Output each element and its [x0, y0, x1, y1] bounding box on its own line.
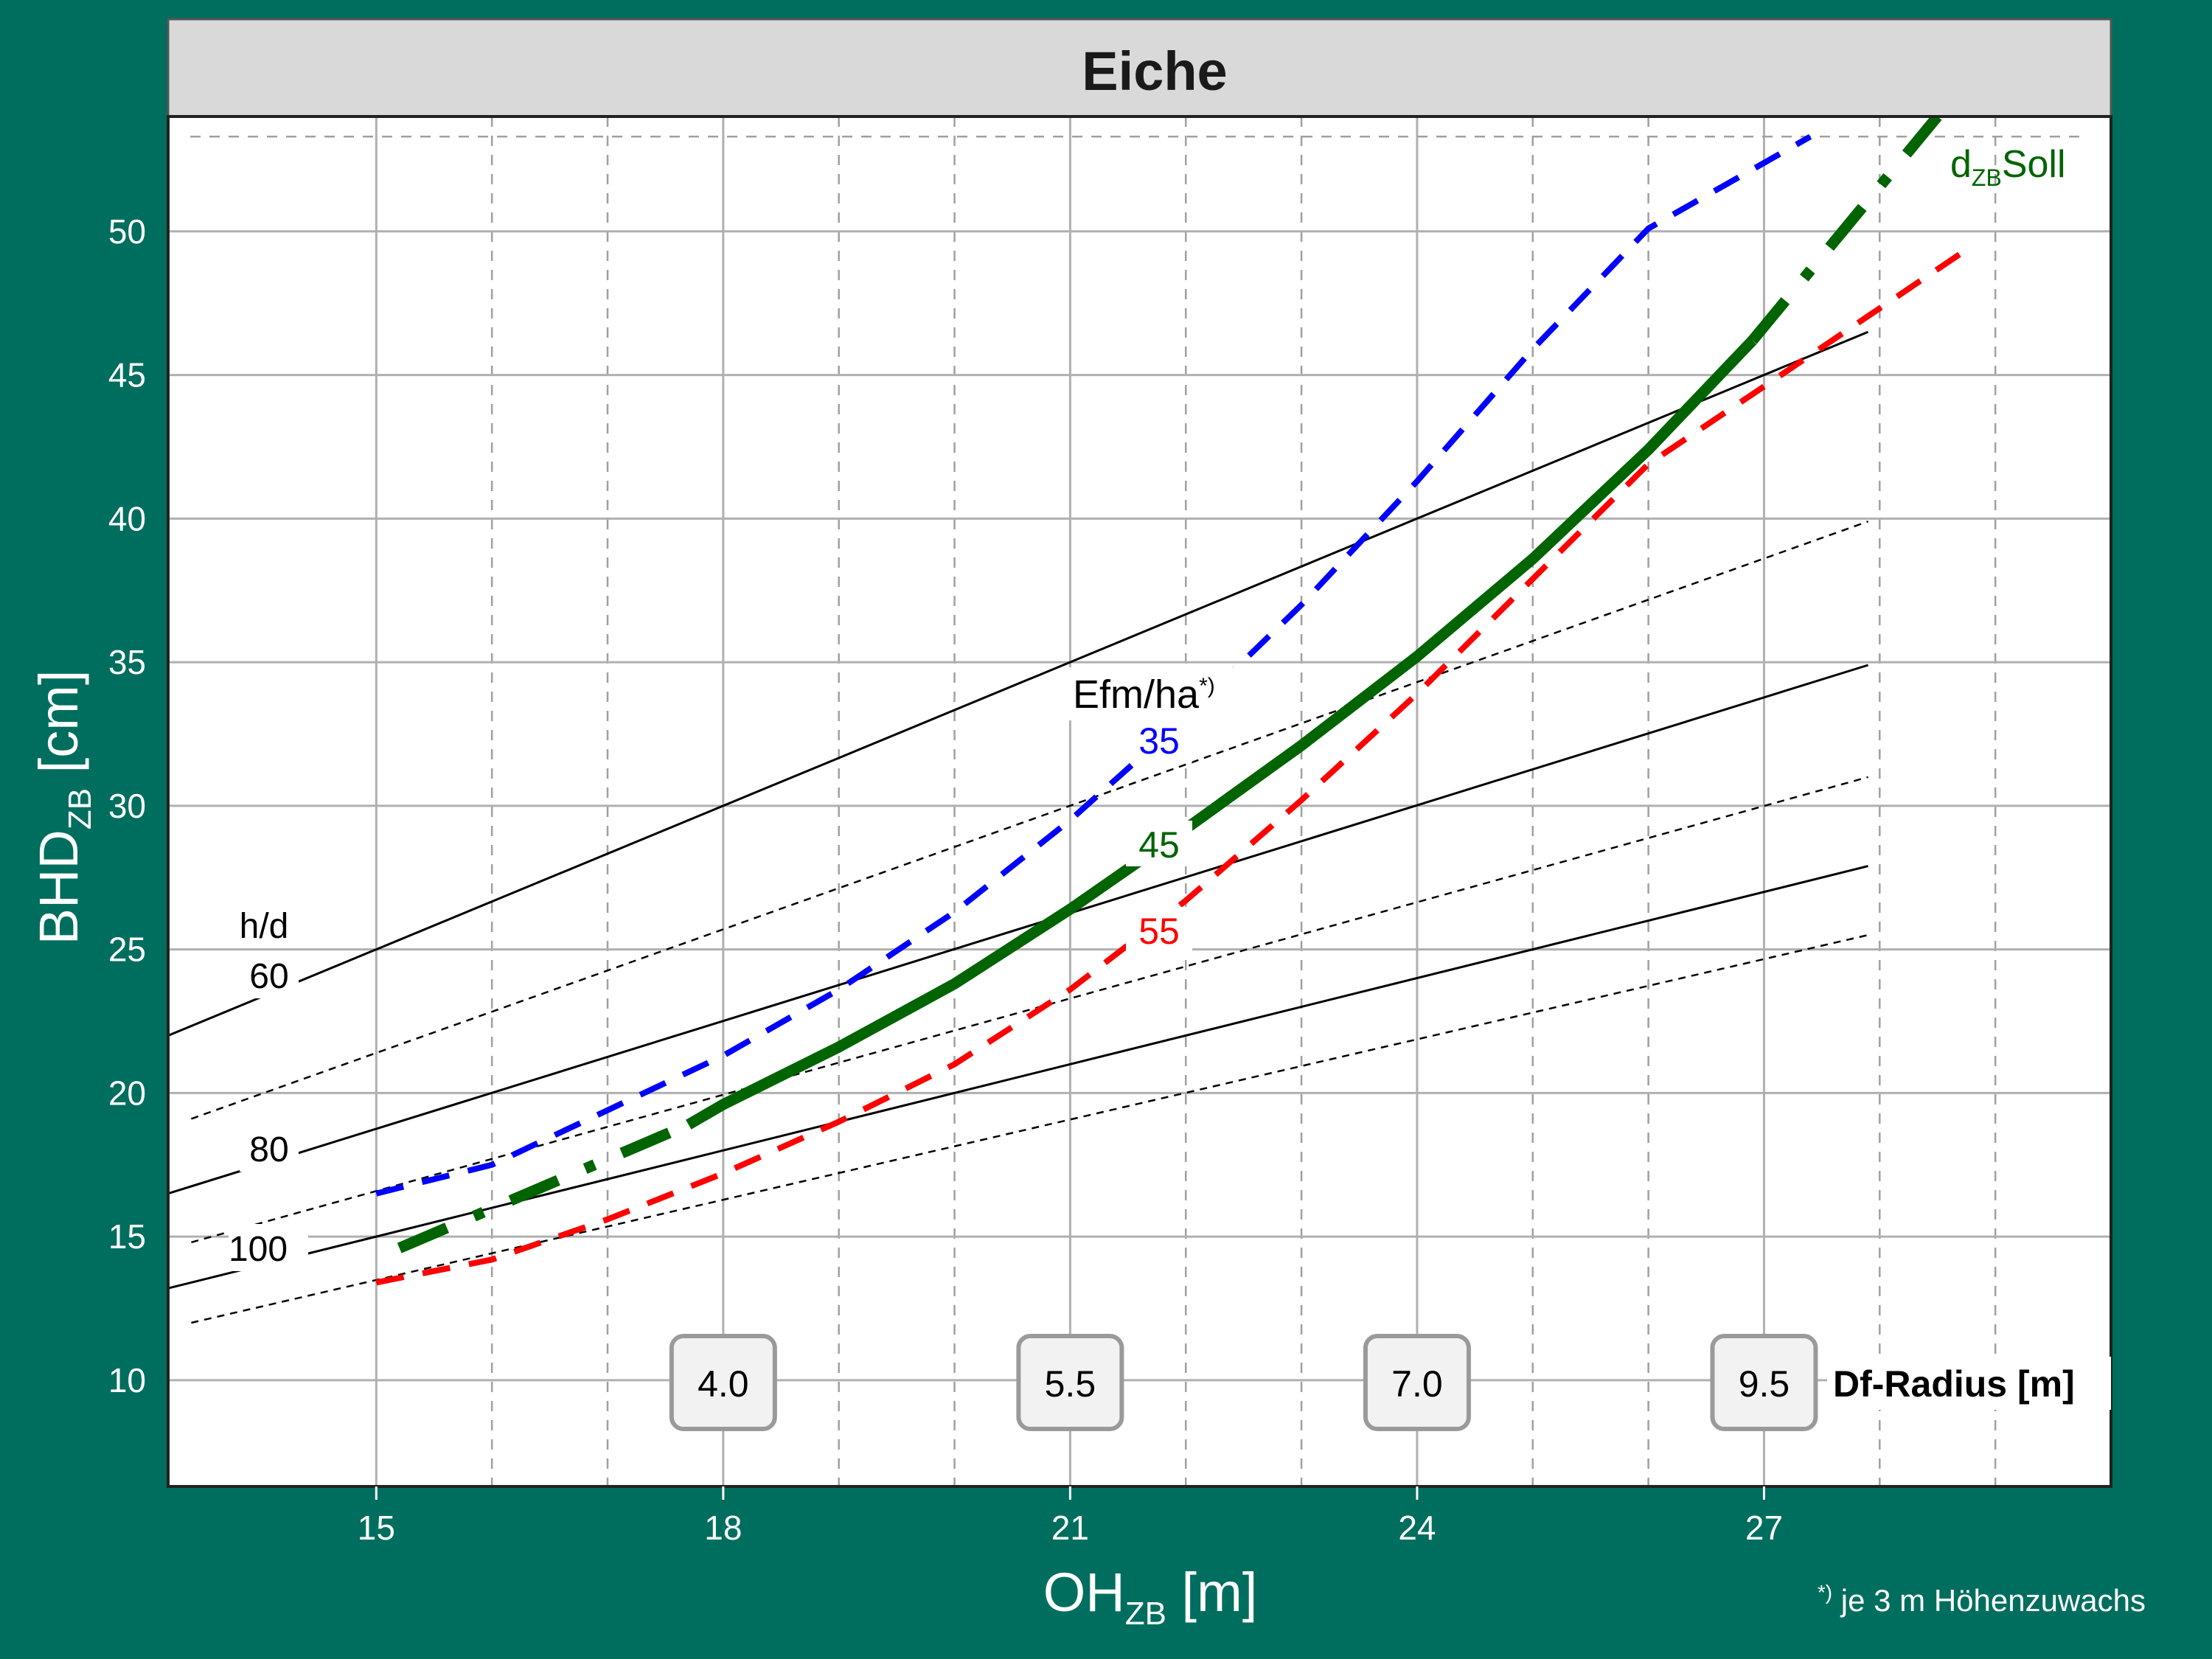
- hd-line-80: [167, 664, 1869, 1195]
- title-bar: [167, 18, 2112, 118]
- series-line-55: [375, 243, 1975, 1286]
- dzb-soll-label-suffix: Soll: [2002, 143, 2066, 186]
- df-radius-label: Df-Radius [m]: [1833, 1363, 2075, 1405]
- footnote: *) je 3 m Höhenzuwachs: [1818, 1581, 2146, 1618]
- series-label-55: 55: [1138, 911, 1180, 952]
- hd-label-bg: [240, 951, 299, 998]
- y-axis-title-main: BHD: [28, 830, 89, 945]
- dzb-soll-label-sub: ZB: [1972, 164, 2002, 191]
- dzb-soll-lower-line: [397, 1119, 691, 1253]
- chart-labels: 15 18 21 24 27 10 15 20 25 30 35 40 45 50 h/d 60 80 100 Ef…: [108, 143, 2066, 1547]
- y-tick-label: 35: [108, 643, 146, 681]
- series-label-bg: [1126, 717, 1192, 762]
- efm-title-bg: [1065, 667, 1250, 720]
- df-radius-boxes: 4.0 5.5 7.0 9.5 Df-Radius [m]: [669, 1334, 2111, 1431]
- dzb-soll-label: dZBSoll: [1950, 143, 2066, 191]
- df-radius-box: [1710, 1334, 1818, 1431]
- x-tick-label: 15: [358, 1509, 395, 1547]
- df-radius-value: 9.5: [1739, 1363, 1790, 1405]
- x-axis-title-unit: [m]: [1182, 1562, 1258, 1623]
- hd-line-60: [167, 330, 1869, 1037]
- series-label-bg: [1126, 907, 1192, 953]
- plot-background: [168, 116, 2111, 1486]
- dzb-soll-upper-line: [1748, 113, 1942, 344]
- df-radius-box: [669, 1334, 777, 1431]
- y-tick-label: 25: [108, 931, 146, 969]
- efm-title-sup: *): [1199, 674, 1215, 698]
- hd-dashed-line: [191, 933, 1868, 1324]
- y-tick-label: 30: [108, 787, 146, 825]
- y-tick-label: 10: [108, 1361, 146, 1399]
- df-radius-label-bg: [1827, 1357, 2111, 1410]
- hd-line-100: [167, 865, 1868, 1290]
- hd-title: h/d: [240, 907, 289, 946]
- efm-title: Efm/ha*): [1073, 672, 1215, 717]
- hd-title-bg: [225, 901, 303, 948]
- y-tick-label: 15: [108, 1217, 146, 1256]
- x-tick-label: 27: [1745, 1509, 1783, 1547]
- series-line-35: [375, 133, 1812, 1197]
- series-label-bg: [1126, 821, 1192, 866]
- hd-label-80: 80: [249, 1130, 288, 1169]
- grid: [168, 116, 2111, 1486]
- df-radius-box: [1016, 1334, 1124, 1431]
- footnote-sup: *): [1818, 1581, 1832, 1604]
- x-axis-title-sub: ZB: [1125, 1596, 1166, 1632]
- y-tick-label: 20: [108, 1074, 146, 1112]
- footnote-text: je 3 m Höhenzuwachs: [1832, 1583, 2146, 1618]
- df-radius-value: 7.0: [1391, 1363, 1443, 1405]
- y-axis-title-sub: ZB: [62, 788, 98, 830]
- x-axis-title-main: OH: [1043, 1562, 1125, 1623]
- df-radius-box: [1363, 1334, 1471, 1431]
- hd-label-bg: [240, 1124, 299, 1172]
- x-tick-label: 24: [1398, 1509, 1436, 1547]
- hd-dashed-line: [190, 521, 1869, 1120]
- plot-frame: [167, 115, 2112, 1488]
- chart-title: Eiche: [1082, 41, 1227, 102]
- x-tick-label: 21: [1051, 1509, 1089, 1547]
- df-radius-value: 5.5: [1045, 1363, 1096, 1405]
- hd-label-bg: [229, 1224, 308, 1271]
- x-axis-title: OHZB [m]: [1043, 1562, 1258, 1632]
- y-tick-label: 45: [108, 356, 146, 394]
- y-axis-title: BHDZB [cm]: [28, 670, 98, 945]
- efm-title-main: Efm/ha: [1073, 672, 1200, 717]
- y-axis-title-unit: [cm]: [28, 670, 89, 773]
- series-label-45: 45: [1138, 824, 1180, 866]
- hd-lines: [167, 330, 1869, 1324]
- y-tick-label: 40: [108, 499, 146, 538]
- series-label-35: 35: [1138, 720, 1180, 762]
- hd-dashed-line: [191, 776, 1868, 1244]
- x-tick-label: 18: [704, 1509, 742, 1547]
- y-tick-label: 50: [108, 212, 146, 251]
- hd-label-60: 60: [249, 957, 288, 996]
- dzb-soll-label-main: d: [1950, 143, 1972, 186]
- df-radius-value: 4.0: [698, 1363, 749, 1405]
- hd-label-100: 100: [229, 1230, 288, 1269]
